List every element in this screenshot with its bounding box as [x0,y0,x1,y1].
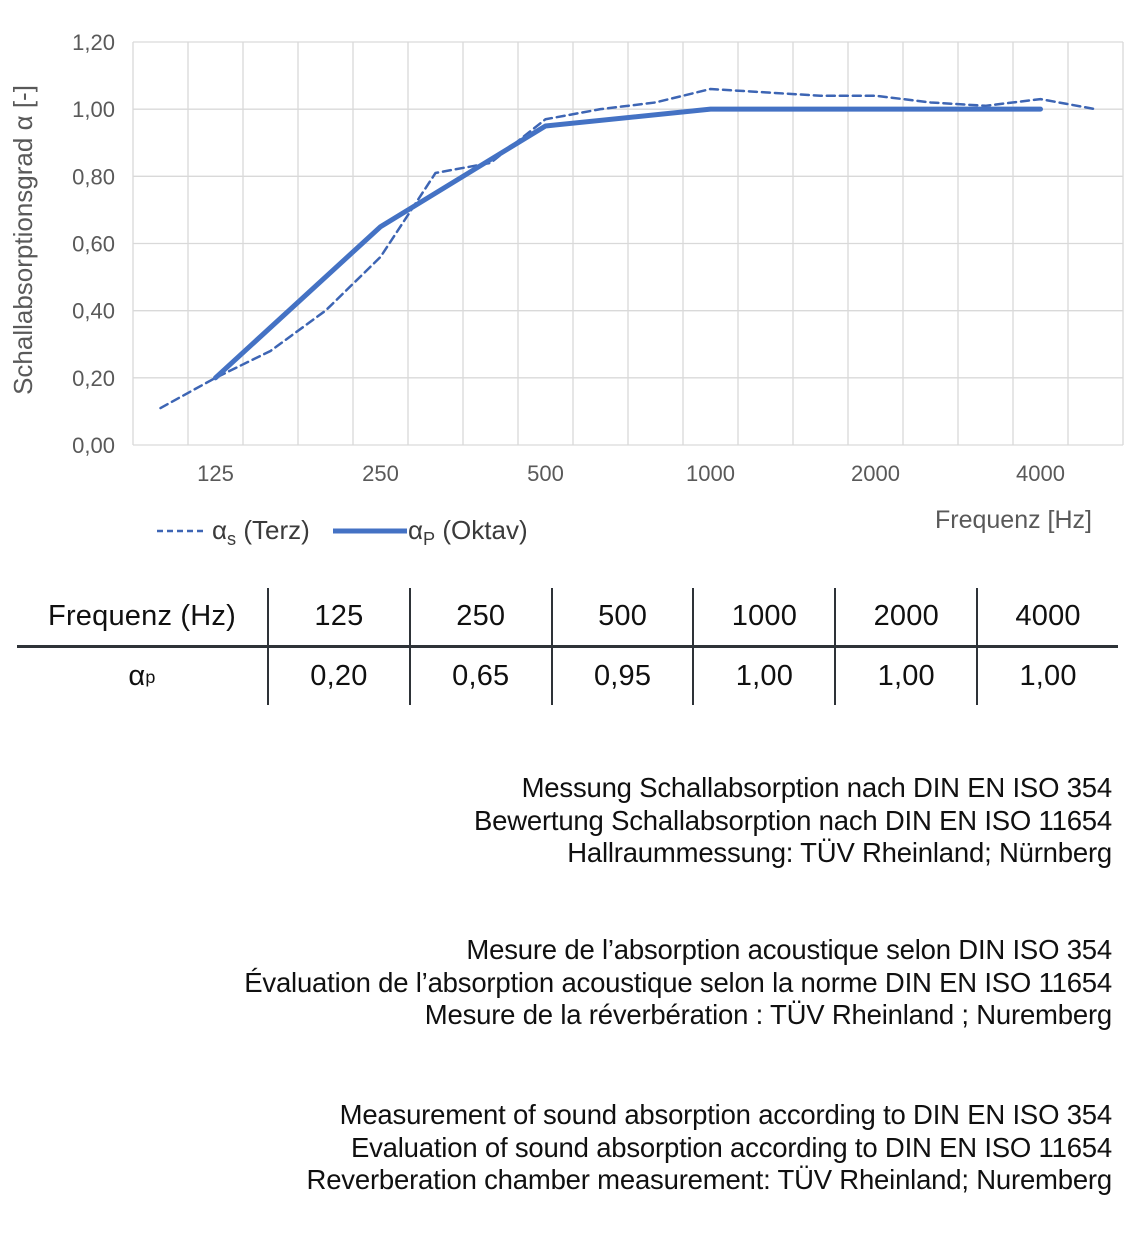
table-value-cell: 1,00 [834,648,976,705]
y-tick-label: 1,00 [72,97,115,122]
x-tick-label: 2000 [851,461,900,486]
absorption-chart-svg: 0,00 0,20 0,40 0,60 0,80 1,00 1,20 125 250 500 100… [8,30,1124,549]
note-line: Reverberation chamber measurement: TÜV R… [306,1164,1113,1195]
y-tick-label: 0,20 [72,366,115,391]
x-tick-label: 1000 [686,461,735,486]
legend-terz-label: αs (Terz) [212,515,310,549]
y-tick-label: 0,40 [72,299,115,324]
note-line: Hallraummessung: TÜV Rheinland; Nürnberg [567,837,1112,868]
table-header-cell: 500 [550,588,693,648]
y-axis-tick-labels: 0,00 0,20 0,40 0,60 0,80 1,00 1,20 [72,30,115,458]
note-line: Evaluation of sound absorption according… [350,1131,1112,1163]
x-tick-label: 125 [197,461,234,486]
chart-gridlines [132,41,1124,446]
oktav-series-line [213,106,1043,381]
table-value-cell: 0,20 [267,648,409,705]
table-header-cell: 2000 [834,588,977,648]
table-value-cell: 0,65 [408,648,551,705]
table-header-cell: 250 [408,588,551,648]
table-value-cell: 1,00 [976,648,1118,705]
y-tick-label: 0,80 [72,164,115,189]
x-tick-label: 250 [362,461,399,486]
note-block-english: Measurement of sound absorption accordin… [0,1099,1113,1197]
table-value-cell: 0,95 [550,648,693,705]
absorption-chart: 0,00 0,20 0,40 0,60 0,80 1,00 1,20 125 250 500 100… [0,0,1135,560]
table-header-cell: 4000 [976,588,1118,648]
table-header-cell: 125 [267,588,409,648]
note-line: Messung Schallabsorption nach DIN EN ISO… [521,772,1113,803]
x-axis-tick-labels: 125 250 500 1000 2000 4000 [197,461,1065,486]
note-line: Mesure de la réverbération : TÜV Rheinla… [424,999,1112,1030]
y-axis-title: Schallabsorptionsgrad α [-] [8,85,38,395]
legend-oktav-label: αP (Oktav) [408,515,528,549]
note-block-german: Messung Schallabsorption nach DIN EN ISO… [0,772,1112,870]
table-value-cell: 1,00 [692,648,834,705]
chart-legend: αs (Terz) αP (Oktav) [157,515,528,549]
y-tick-label: 0,60 [72,232,115,257]
absorption-table: Frequenz (Hz) 125 250 500 1000 2000 4000 α p 0,20… [17,588,1118,705]
x-tick-label: 4000 [1016,461,1065,486]
y-tick-label: 1,20 [72,30,115,55]
table-header-cell: 1000 [692,588,835,648]
terz-series-line [159,87,1097,410]
x-tick-label: 500 [527,461,564,486]
table-header-cell: Frequenz (Hz) [17,588,267,648]
note-block-french: Mesure de l’absorption acoustique selon … [0,934,1112,1032]
note-line: Évaluation de l’absorption acoustique se… [244,966,1112,998]
note-line: Measurement of sound absorption accordin… [339,1099,1113,1130]
y-tick-label: 0,00 [72,433,115,458]
x-axis-title: Frequenz [Hz] [935,506,1092,534]
note-line: Bewertung Schallabsorption nach DIN EN I… [473,804,1112,836]
note-line: Mesure de l’absorption acoustique selon … [466,934,1112,965]
